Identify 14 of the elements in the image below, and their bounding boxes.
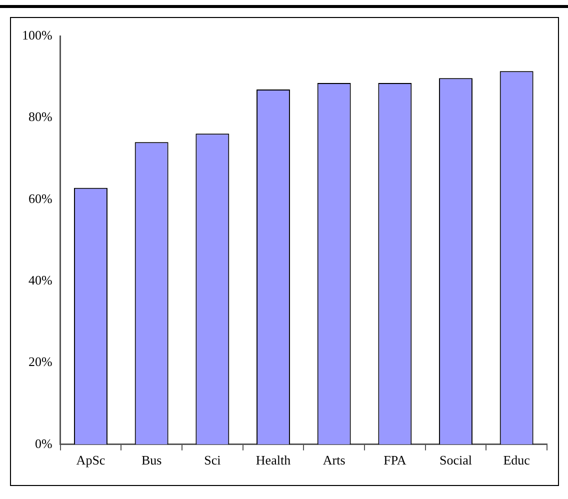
x-tick-label: Arts <box>322 452 346 468</box>
y-tick-label: 20% <box>28 354 52 370</box>
y-tick-label: 100% <box>22 27 52 42</box>
x-tick-label: Educ <box>503 452 530 468</box>
x-tick-label: FPA <box>384 452 407 468</box>
x-tick-label: Health <box>256 452 292 468</box>
y-tick-label: 0% <box>34 436 52 451</box>
y-tick-label: 60% <box>28 190 52 206</box>
x-tick-label: Social <box>440 452 472 468</box>
y-tick-label: 80% <box>28 109 52 124</box>
x-tick-label: ApSc <box>76 452 106 468</box>
x-tick-label: Bus <box>141 452 162 468</box>
y-tick-label: 40% <box>28 272 52 288</box>
x-tick-label: Sci <box>204 452 222 468</box>
